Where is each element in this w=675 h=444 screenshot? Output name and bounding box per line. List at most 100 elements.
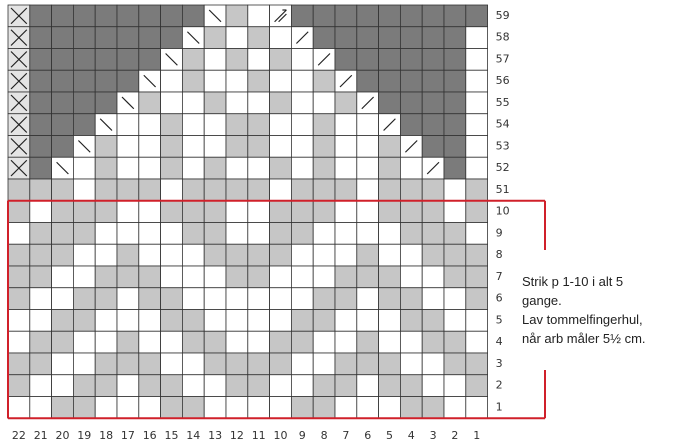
cell	[138, 113, 162, 136]
cell	[378, 178, 401, 202]
stitch-symbol	[186, 31, 200, 44]
cell	[334, 309, 358, 332]
cell	[465, 178, 488, 202]
stitch-symbol	[10, 72, 28, 90]
cell	[116, 4, 140, 28]
cell	[29, 26, 52, 49]
cell	[116, 287, 140, 310]
cell	[443, 265, 467, 289]
cell	[312, 352, 336, 376]
cell	[312, 396, 336, 419]
cell	[312, 222, 336, 245]
cell	[29, 287, 52, 310]
row-label: 1	[496, 400, 503, 413]
cell	[247, 352, 271, 376]
cell	[399, 352, 423, 376]
cell	[7, 309, 31, 332]
column-label: 7	[342, 429, 349, 442]
cell	[225, 178, 249, 202]
cell	[29, 309, 52, 332]
cell	[465, 396, 488, 419]
cell	[443, 91, 467, 115]
cell	[116, 330, 140, 354]
cell	[181, 330, 205, 354]
cell	[138, 178, 162, 202]
cell	[51, 330, 74, 354]
cell	[247, 330, 271, 354]
cell	[51, 222, 74, 245]
cell	[7, 352, 31, 376]
cell	[334, 396, 358, 419]
cell	[181, 178, 205, 202]
cell	[181, 265, 205, 289]
cell	[181, 113, 205, 136]
cell	[73, 69, 96, 93]
cell	[334, 287, 358, 310]
cell	[356, 156, 379, 180]
cell	[73, 222, 96, 245]
cell	[7, 200, 31, 223]
cell	[356, 200, 379, 223]
cell	[290, 352, 314, 376]
cell	[465, 200, 488, 223]
cell	[269, 374, 292, 397]
cell	[29, 222, 52, 245]
cell	[138, 26, 162, 49]
cell	[203, 243, 227, 267]
stitch-symbol	[317, 53, 331, 66]
cell	[116, 309, 140, 332]
cell	[116, 135, 140, 158]
stitch-symbol	[426, 161, 440, 175]
cell	[399, 222, 423, 245]
cell	[312, 91, 336, 115]
cell	[269, 330, 292, 354]
cell	[7, 330, 31, 354]
cell	[29, 352, 52, 376]
cell	[356, 287, 379, 310]
cell	[269, 91, 292, 115]
cell	[29, 156, 52, 180]
cell	[247, 113, 271, 136]
cell	[465, 113, 488, 136]
cell	[116, 178, 140, 202]
row-label: 56	[496, 74, 510, 87]
cell	[334, 113, 358, 136]
cell	[203, 309, 227, 332]
column-label: 1	[473, 429, 480, 442]
cell	[421, 265, 445, 289]
stitch-symbol	[10, 29, 28, 46]
cell	[160, 178, 183, 202]
cell	[203, 287, 227, 310]
cell	[269, 265, 292, 289]
cell	[29, 243, 52, 267]
cell	[465, 243, 488, 267]
cell	[94, 309, 118, 332]
cell	[116, 222, 140, 245]
cell	[378, 265, 401, 289]
cell	[356, 243, 379, 267]
cell	[356, 113, 379, 136]
cell	[247, 4, 271, 28]
cell	[94, 4, 118, 28]
cell	[247, 48, 271, 71]
note-line: når arb måler 5½ cm.	[522, 331, 646, 346]
cell	[160, 26, 183, 49]
cell	[312, 135, 336, 158]
cell	[94, 26, 118, 49]
cell	[443, 200, 467, 223]
cell	[29, 48, 52, 71]
cell	[312, 309, 336, 332]
cell	[421, 309, 445, 332]
cell	[334, 26, 358, 49]
cell	[181, 287, 205, 310]
cell	[73, 26, 96, 49]
cell	[378, 48, 401, 71]
cell	[312, 374, 336, 397]
cell	[116, 48, 140, 71]
cell	[421, 396, 445, 419]
cell	[116, 352, 140, 376]
cell	[116, 374, 140, 397]
cell	[160, 222, 183, 245]
cell	[181, 69, 205, 93]
cell	[225, 156, 249, 180]
